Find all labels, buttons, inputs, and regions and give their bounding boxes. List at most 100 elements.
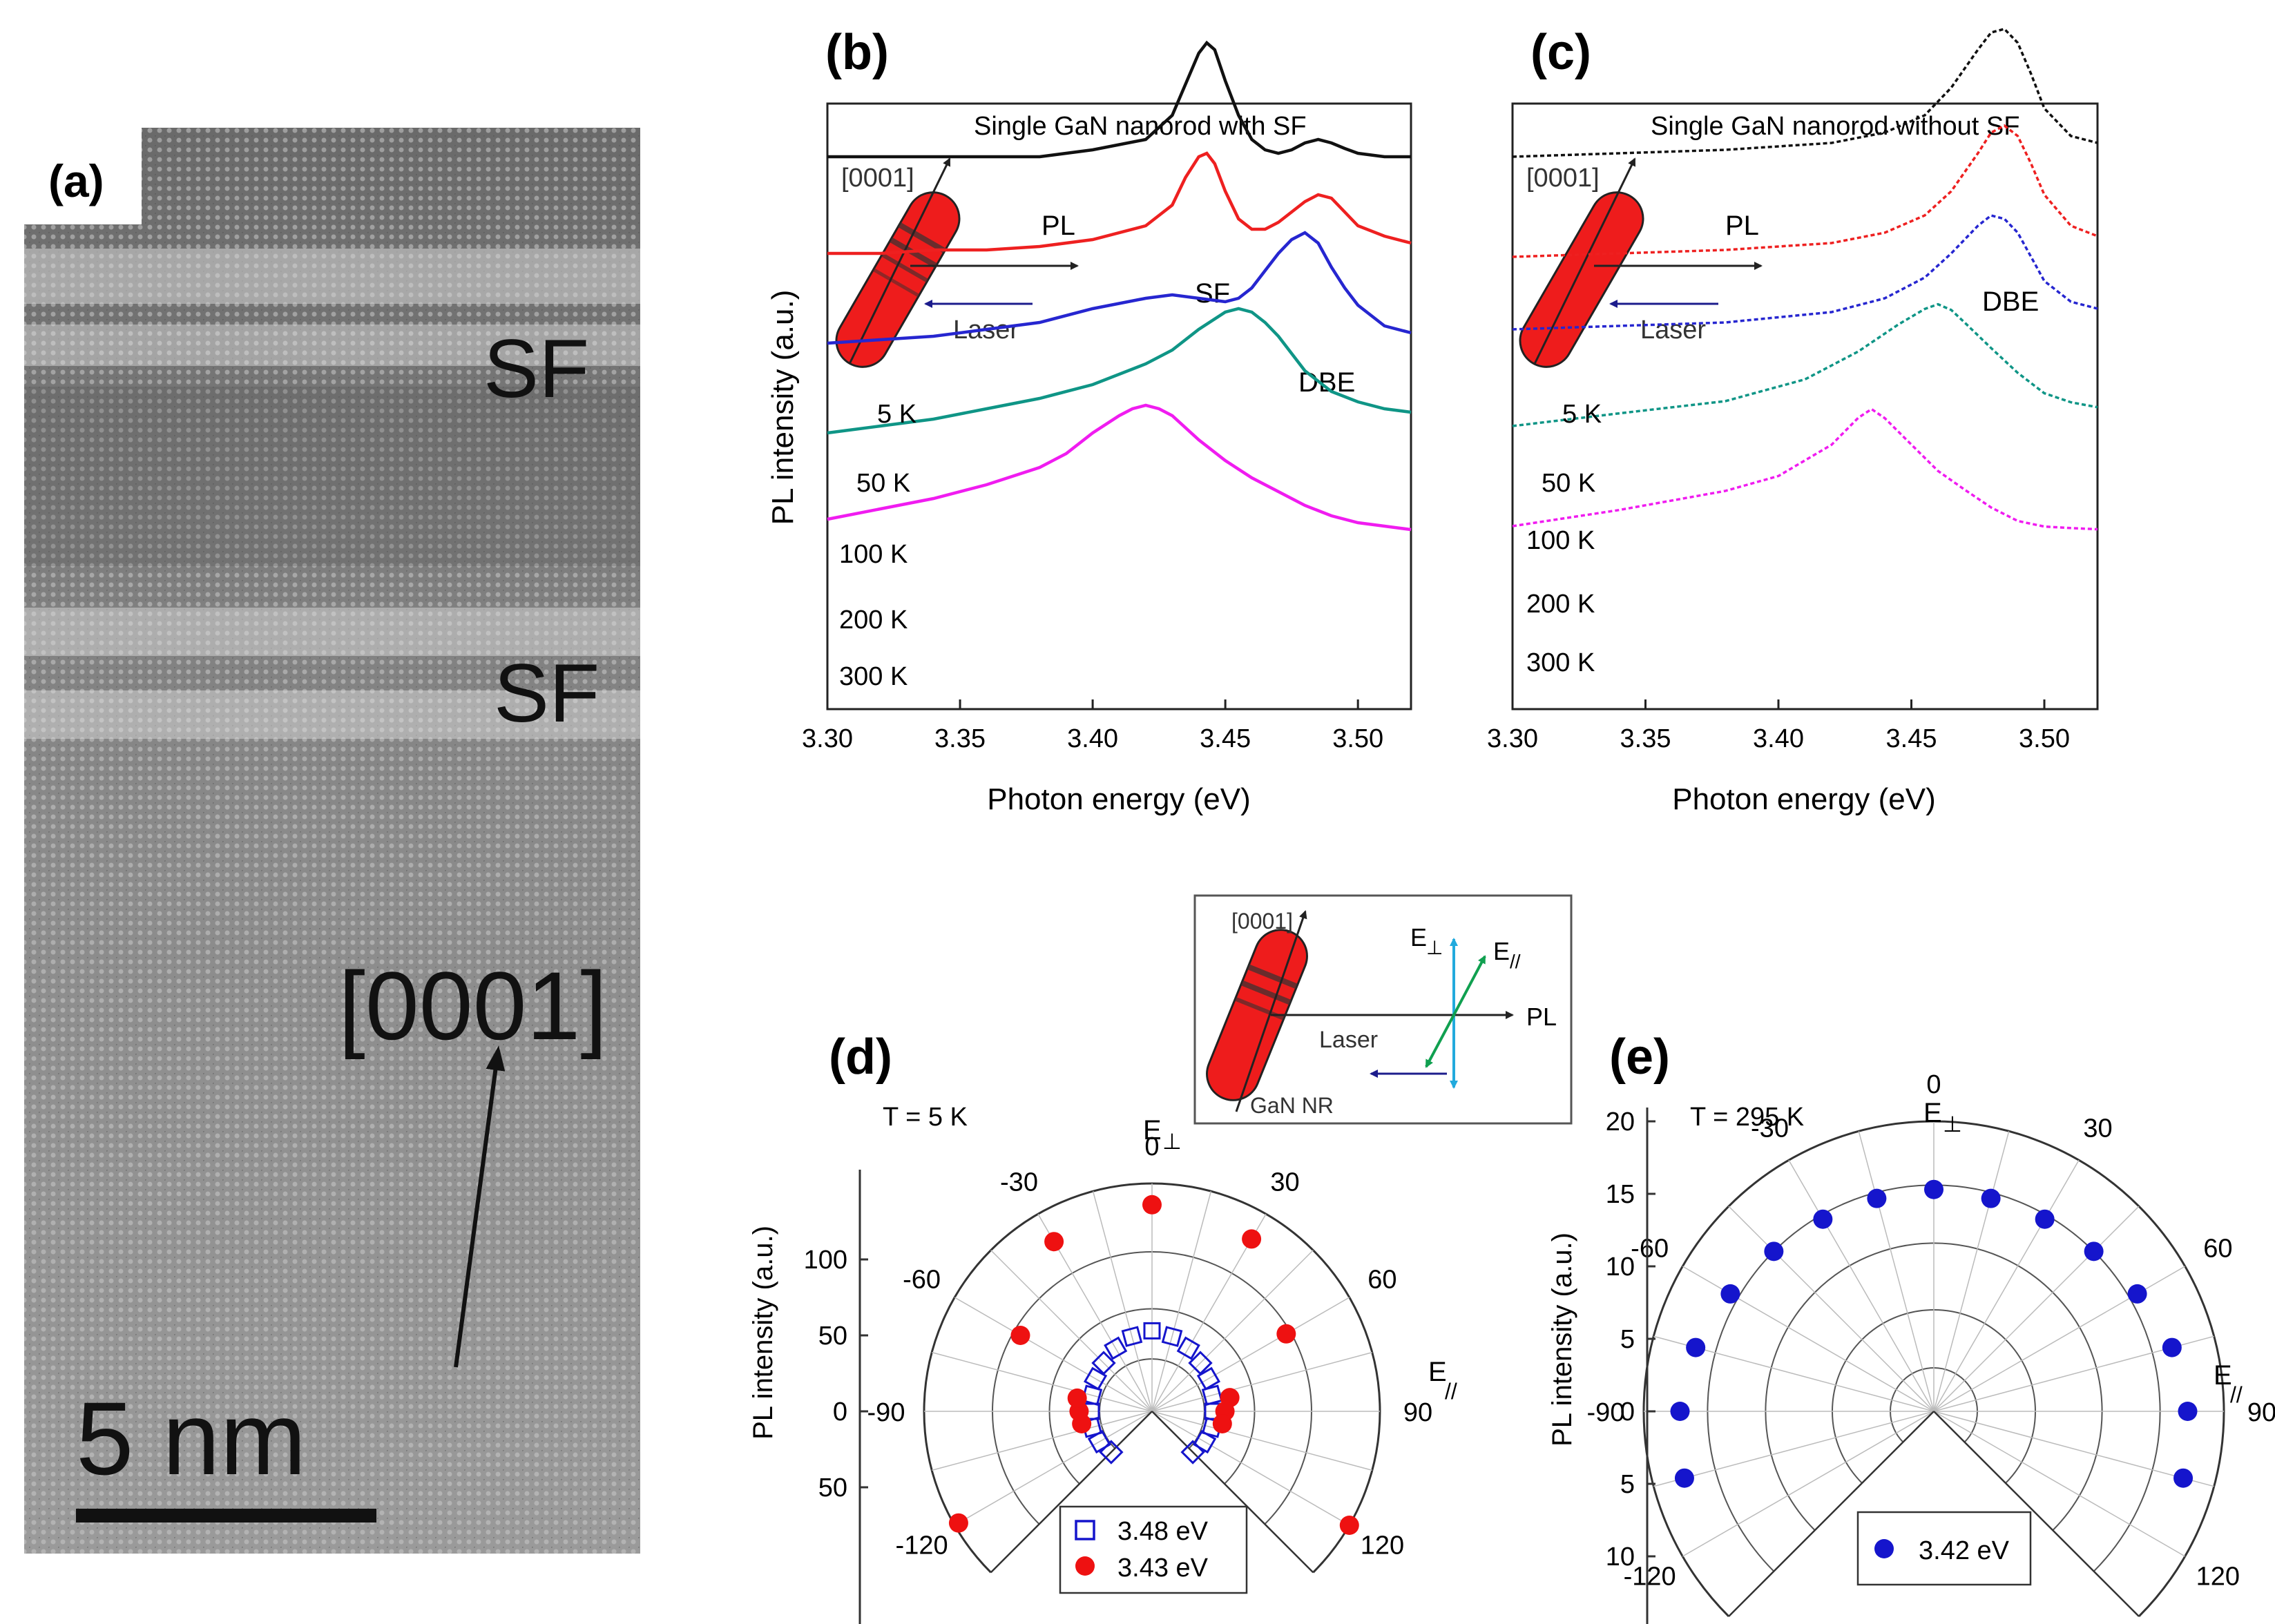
dark-band (24, 387, 640, 566)
sf-band-1b (24, 325, 640, 366)
series-line-5k (1512, 28, 2098, 158)
polar-top-sub-d: ⊥ (1162, 1129, 1182, 1154)
polar-right-label-e: E (2214, 1360, 2232, 1391)
polar-spoke (1151, 1411, 1350, 1526)
polar-spoke (1933, 1159, 2080, 1412)
polar-spoke (1788, 1159, 1935, 1412)
x-tick-label: 3.30 (802, 724, 853, 753)
series-line-50k (1512, 124, 2098, 258)
direction-arrow (454, 1045, 506, 1368)
data-point-circle (1339, 1516, 1359, 1535)
data-point-circle (2173, 1468, 2194, 1488)
data-point-square (1104, 1336, 1128, 1360)
angle-tick-label: 30 (1270, 1168, 1299, 1197)
x-tick-label: 3.40 (1067, 724, 1118, 753)
ylabel-d: PL intensity (a.u.) (748, 1226, 778, 1440)
data-point-square (1143, 1322, 1161, 1340)
angle-tick-label: 90 (2247, 1398, 2275, 1427)
angle-tick-label: 30 (2083, 1114, 2112, 1143)
inset-nr-label: GaN NR (1250, 1093, 1334, 1118)
data-point-circle (1212, 1413, 1232, 1433)
data-point-circle (1242, 1229, 1262, 1249)
axis-label-b: [0001] (841, 164, 914, 193)
axis-arrow-c (1533, 157, 1636, 365)
data-point-square (1121, 1326, 1143, 1347)
radial-tick-label: 5 (1620, 1470, 1635, 1499)
temp-label-c-5k: 5 K (1562, 400, 1602, 429)
radial-tick-label: 50 (818, 1473, 847, 1502)
x-ticks-b: 3.30 3.35 3.40 3.45 3.50 (802, 699, 1383, 753)
legend-marker-square (1075, 1520, 1095, 1540)
data-point-circle (1670, 1402, 1690, 1421)
xlabel-c: Photon energy (eV) (1672, 782, 1936, 816)
polar-spoke (1933, 1206, 2140, 1412)
polar-spoke (1151, 1351, 1372, 1412)
x-tick-label: 3.50 (2019, 724, 2070, 753)
legend-label-342: 3.42 eV (1919, 1536, 2010, 1565)
lattice-texture (24, 128, 640, 1554)
temp-label-b-100k: 100 K (839, 540, 908, 569)
panel-e-label: (e) (1609, 1030, 1670, 1085)
polar-right-label-d: E (1428, 1357, 1447, 1387)
series-line-300k (827, 403, 1412, 532)
polar-edge (990, 1411, 1153, 1574)
legend-marker-circle-blue (1874, 1539, 1894, 1558)
panel-d: (d) T = 5 K -120 -90 -60 -30 0 30 60 90 120 100 50… (748, 1030, 1457, 1624)
series-line-100k (827, 231, 1412, 345)
inset-axis-label: [0001] (1231, 909, 1293, 934)
angle-tick-label: -120 (1624, 1563, 1676, 1592)
polar-spoke (1653, 1411, 1935, 1487)
radial-tick-label: 0 (833, 1398, 847, 1427)
data-point-circle (1010, 1326, 1030, 1345)
curves-c (1512, 28, 2098, 531)
data-point-circle (2178, 1402, 2198, 1421)
polar-right-sub-d: // (1445, 1379, 1457, 1404)
series-line-200k (827, 307, 1412, 435)
series-line-50k (827, 151, 1412, 255)
data-point-circle (1813, 1209, 1833, 1229)
polar-spoke (1092, 1191, 1153, 1412)
inset-eperp-sub: ⊥ (1426, 937, 1443, 958)
data-point-circle (2127, 1284, 2147, 1304)
e-par-arrow-down (1425, 1014, 1455, 1068)
data-point-square (1180, 1440, 1205, 1464)
angle-tick-label: 90 (1403, 1398, 1432, 1427)
temp-label-b-5k: 5 K (877, 400, 916, 429)
x-tick-label: 3.50 (1332, 724, 1383, 753)
polar-spoke (1682, 1266, 1935, 1412)
temp-label-b-300k: 300 K (839, 662, 908, 691)
inset-axis-arrow (1235, 910, 1307, 1112)
polar-spoke (990, 1250, 1153, 1412)
inset-laser-label: Laser (1319, 1027, 1378, 1053)
nanorod-b (835, 191, 961, 368)
temp-label-b-200k: 200 K (839, 606, 908, 635)
polar-plot-e: -120 -90 -60 -30 0 30 60 90 120 20 15 10 5 0 5 10 (1587, 1070, 2275, 1624)
data-point-circle (1276, 1324, 1296, 1344)
panel-a: (a) SF SF [0001] 5 nm (24, 128, 640, 1554)
polar-spoke (1728, 1206, 1935, 1412)
inset-epar-label: E (1493, 937, 1510, 965)
legend-label-348: 3.48 eV (1117, 1517, 1209, 1546)
axis-label-c: [0001] (1526, 164, 1600, 193)
radial-tick-label: 50 (818, 1322, 847, 1351)
polar-edge (1151, 1411, 1314, 1574)
rod-inset-b: [0001] PL Laser (835, 157, 1079, 368)
data-point-circle (1067, 1388, 1087, 1408)
polar-spoke (1933, 1411, 2186, 1557)
polar-spoke (1151, 1191, 1212, 1412)
data-point-circle (1764, 1241, 1784, 1262)
angle-tick-label: -30 (1751, 1114, 1789, 1143)
polar-top-label-e: E (1923, 1098, 1942, 1128)
data-point-square (1196, 1366, 1221, 1391)
radial-tick-label: 10 (1606, 1543, 1635, 1572)
inset-pl-label: PL (1526, 1003, 1557, 1031)
polar-edge (1728, 1411, 1935, 1617)
title-c: Single GaN nanorod without SF (1651, 112, 2019, 141)
data-point-circle (2084, 1241, 2104, 1262)
x-tick-label: 3.45 (1200, 724, 1251, 753)
axis-arrow-b (848, 157, 951, 365)
temp-label-c-300k: 300 K (1526, 648, 1595, 677)
data-point-circle (1720, 1284, 1740, 1304)
laser-label-c: Laser (1640, 316, 1706, 345)
peak-label-sf-b: SF (1195, 278, 1230, 309)
